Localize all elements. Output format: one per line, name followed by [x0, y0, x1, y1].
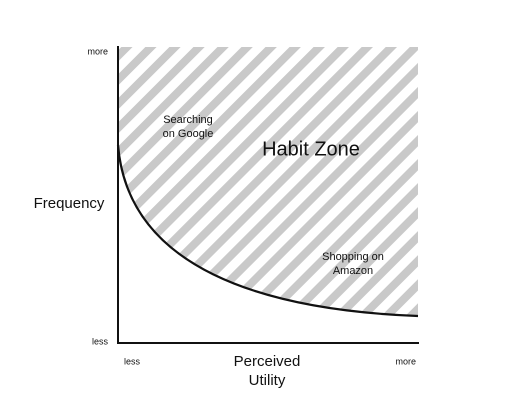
x-axis-left-label: less [124, 356, 141, 366]
y-axis-title: Frequency [34, 195, 105, 212]
habit-curve [116, 144, 419, 318]
annotation: Searching [163, 114, 213, 126]
x-axis-title: Utility [249, 372, 286, 389]
annotation: Amazon [333, 265, 373, 277]
annotation: Shopping on [322, 251, 384, 263]
annotation: on Google [163, 128, 214, 140]
zone-label: Habit Zone [262, 138, 360, 160]
y-axis-bottom-label: less [92, 336, 109, 346]
x-axis-right-label: more [395, 356, 416, 366]
y-axis-top-label: more [87, 46, 108, 56]
habit-zone-area [118, 47, 418, 316]
x-axis-title: Perceived [234, 353, 301, 370]
